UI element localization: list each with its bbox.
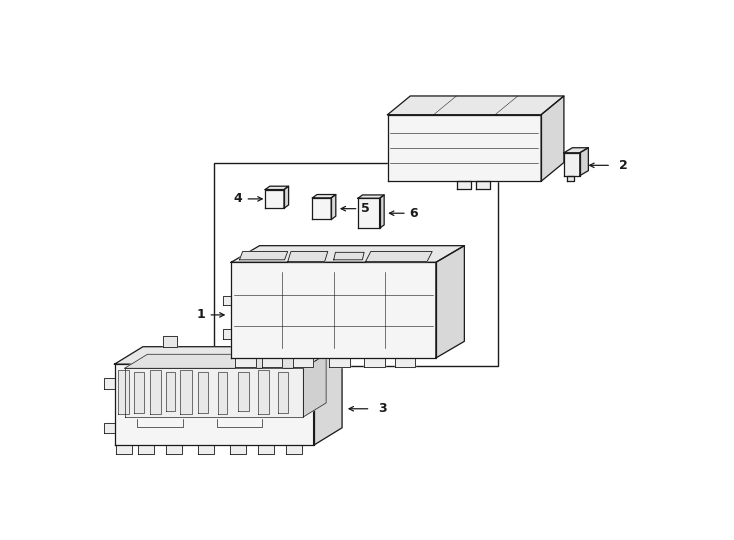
Polygon shape <box>134 372 145 413</box>
Polygon shape <box>262 358 283 367</box>
Polygon shape <box>139 446 154 454</box>
Polygon shape <box>238 372 249 411</box>
Polygon shape <box>379 195 384 228</box>
Polygon shape <box>313 347 342 446</box>
Polygon shape <box>288 252 328 261</box>
Polygon shape <box>125 354 326 368</box>
Polygon shape <box>231 262 436 358</box>
Polygon shape <box>222 296 231 305</box>
Polygon shape <box>286 446 302 454</box>
Polygon shape <box>231 246 465 262</box>
Text: 4: 4 <box>233 192 242 205</box>
Polygon shape <box>150 370 161 414</box>
Polygon shape <box>476 181 490 188</box>
Polygon shape <box>313 194 335 198</box>
Polygon shape <box>167 446 182 454</box>
Polygon shape <box>218 372 227 414</box>
Polygon shape <box>564 148 589 153</box>
Polygon shape <box>265 186 288 190</box>
Polygon shape <box>239 252 288 260</box>
Polygon shape <box>436 246 465 358</box>
Polygon shape <box>284 186 288 208</box>
Polygon shape <box>395 358 415 367</box>
Polygon shape <box>364 358 385 367</box>
Polygon shape <box>366 252 432 261</box>
Polygon shape <box>198 372 208 413</box>
Polygon shape <box>235 358 255 367</box>
Text: 3: 3 <box>378 402 387 415</box>
Polygon shape <box>358 198 379 228</box>
Polygon shape <box>388 114 541 181</box>
Polygon shape <box>115 364 313 446</box>
Polygon shape <box>331 194 335 219</box>
Polygon shape <box>293 358 313 367</box>
Polygon shape <box>580 148 589 176</box>
Polygon shape <box>303 354 326 417</box>
Polygon shape <box>313 198 331 219</box>
Polygon shape <box>118 370 129 414</box>
Polygon shape <box>222 329 231 339</box>
Polygon shape <box>330 358 350 367</box>
Polygon shape <box>272 336 286 347</box>
Polygon shape <box>358 195 384 198</box>
Text: 6: 6 <box>410 207 418 220</box>
Polygon shape <box>334 252 364 260</box>
Polygon shape <box>258 370 269 414</box>
Polygon shape <box>115 347 342 364</box>
Polygon shape <box>230 446 246 454</box>
Polygon shape <box>258 446 274 454</box>
Polygon shape <box>104 423 115 433</box>
Polygon shape <box>163 336 177 347</box>
Polygon shape <box>564 153 580 176</box>
Polygon shape <box>104 378 115 388</box>
Polygon shape <box>457 181 471 188</box>
Polygon shape <box>541 96 564 181</box>
Polygon shape <box>567 176 574 180</box>
Polygon shape <box>181 370 192 414</box>
Text: 5: 5 <box>361 202 370 215</box>
Polygon shape <box>265 190 284 208</box>
Polygon shape <box>117 446 132 454</box>
Polygon shape <box>277 372 288 413</box>
Bar <box>214 163 498 366</box>
Polygon shape <box>388 96 564 114</box>
Polygon shape <box>167 372 175 411</box>
Text: 1: 1 <box>197 308 206 321</box>
Polygon shape <box>125 368 303 417</box>
Polygon shape <box>198 446 214 454</box>
Text: 2: 2 <box>619 159 628 172</box>
